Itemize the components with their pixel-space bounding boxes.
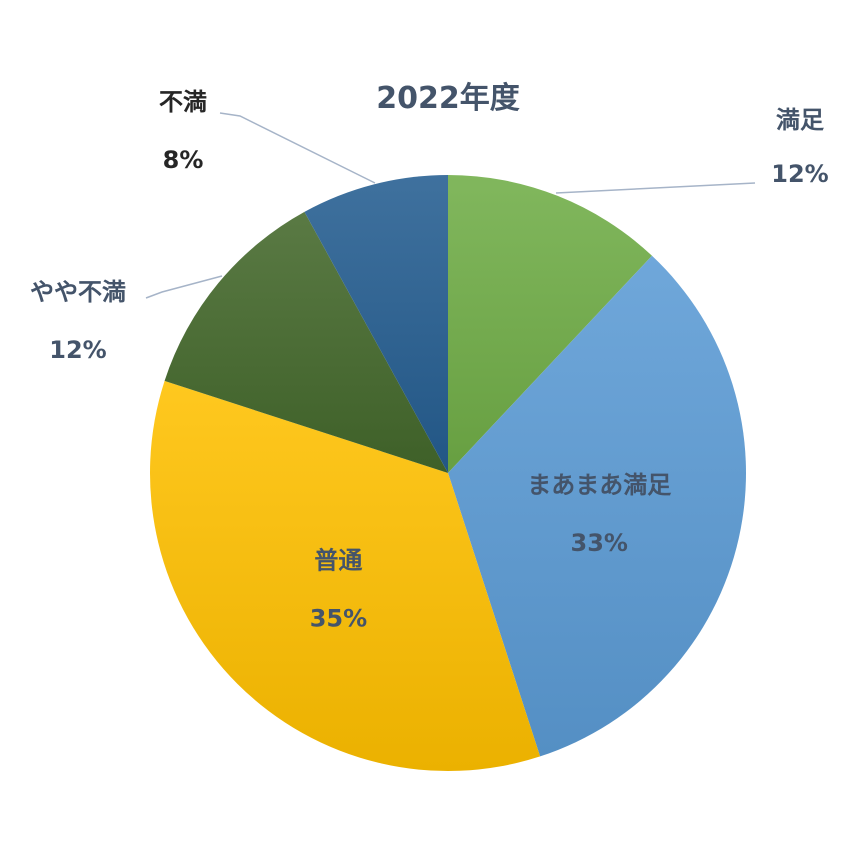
slice-4 <box>304 175 448 473</box>
slice-2 <box>150 380 541 771</box>
slice-label-4: 不満 <box>159 88 207 116</box>
slice-value-3: 12% <box>49 336 106 364</box>
slice-label-0: 満足 <box>776 106 824 134</box>
chart-title: 2022年度 <box>376 81 520 116</box>
leader-line-3 <box>145 275 223 299</box>
slice-label-2: 普通 <box>314 547 362 575</box>
slice-value-4: 8% <box>163 146 204 174</box>
slice-1 <box>448 255 746 757</box>
slice-value-0: 12% <box>771 160 828 188</box>
slice-label-1: まあまあ満足 <box>527 471 671 499</box>
leader-lines <box>145 112 756 299</box>
leader-line-0 <box>555 182 756 194</box>
pie-slices <box>150 175 746 771</box>
slice-labels: 満足 12% まあまあ満足 33% 普通 35% やや不満 12% 不満 8% <box>30 88 829 633</box>
slice-label-3: やや不満 <box>30 278 126 306</box>
slice-3 <box>164 211 449 474</box>
slice-value-1: 33% <box>571 529 628 557</box>
slice-value-2: 35% <box>310 605 367 633</box>
leader-line-4 <box>219 112 376 184</box>
slice-0 <box>448 175 652 473</box>
